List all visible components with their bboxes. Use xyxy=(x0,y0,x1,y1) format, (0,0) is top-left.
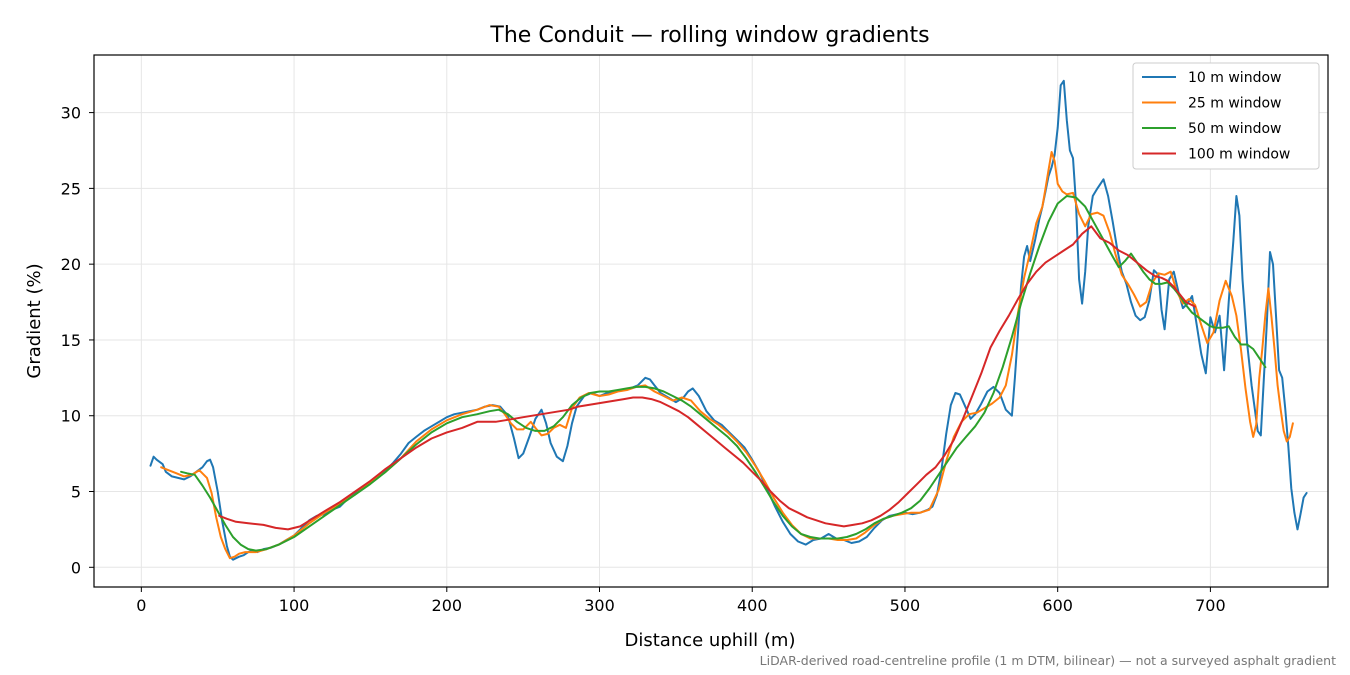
y-tick-label: 20 xyxy=(61,255,81,274)
x-tick-label: 500 xyxy=(890,596,921,615)
y-axis-label: Gradient (%) xyxy=(24,263,45,378)
legend: 10 m window 25 m window 50 m window 100 m w… xyxy=(1132,62,1320,170)
y-tick-label: 5 xyxy=(71,483,81,502)
x-tick-label: 0 xyxy=(136,596,146,615)
plot-frame xyxy=(93,54,1329,588)
y-axis-ticks: 0 5 10 15 20 25 30 xyxy=(61,104,94,577)
x-axis-ticks: 0 100 200 300 400 500 600 700 xyxy=(136,587,1226,615)
legend-label-10-m-window: 10 m window xyxy=(1188,70,1281,86)
x-tick-label: 400 xyxy=(737,596,768,615)
series-line-100-m-window xyxy=(218,225,1197,531)
y-tick-label: 25 xyxy=(61,179,81,198)
y-tick-label: 0 xyxy=(71,558,81,577)
x-tick-label: 600 xyxy=(1042,596,1073,615)
legend-box xyxy=(1132,62,1320,170)
legend-label-50-m-window: 50 m window xyxy=(1188,121,1281,137)
x-tick-label: 700 xyxy=(1195,596,1226,615)
y-tick-label: 30 xyxy=(61,104,81,123)
y-tick-label: 10 xyxy=(61,407,81,426)
x-tick-label: 200 xyxy=(432,596,463,615)
x-tick-label: 300 xyxy=(584,596,615,615)
legend-label-25-m-window: 25 m window xyxy=(1188,96,1281,112)
x-tick-label: 100 xyxy=(279,596,310,615)
x-axis-label: Distance uphill (m) xyxy=(625,630,796,651)
series-layer xyxy=(149,79,1308,561)
chart-title: The Conduit — rolling window gradients xyxy=(489,23,929,48)
legend-label-100-m-window: 100 m window xyxy=(1188,147,1290,163)
footnote: LiDAR-derived road-centreline profile (1… xyxy=(760,653,1336,668)
y-tick-label: 15 xyxy=(61,331,81,350)
